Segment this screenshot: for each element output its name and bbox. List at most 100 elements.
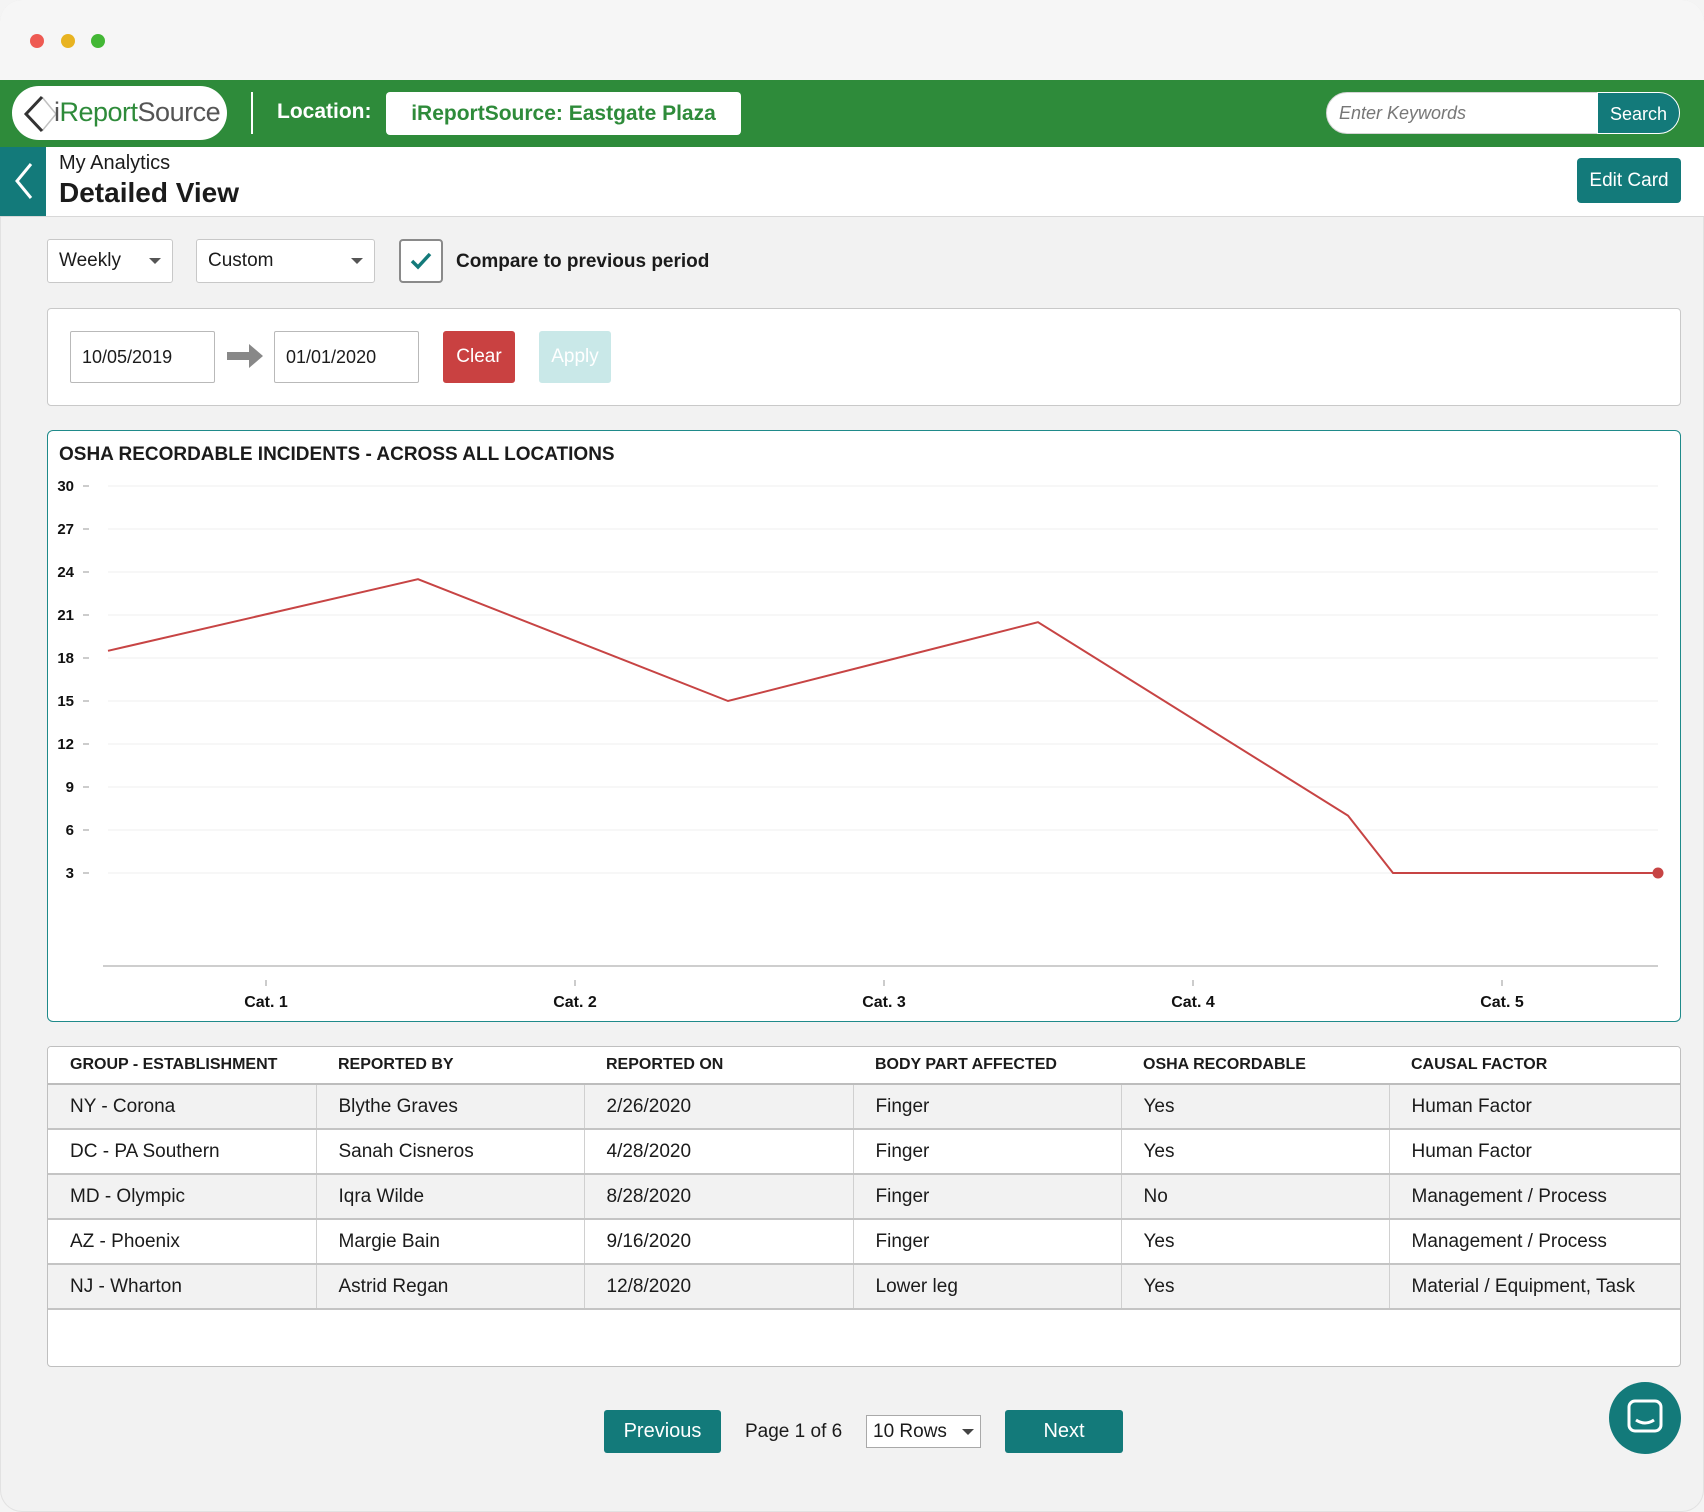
chevron-down-icon [351, 258, 363, 264]
table-cell: Finger [853, 1129, 1122, 1175]
range-select-value: Custom [208, 250, 274, 271]
table-cell: MD - Olympic [48, 1174, 317, 1220]
table-cell: 4/28/2020 [584, 1129, 854, 1175]
table-cell: Margie Bain [316, 1219, 585, 1265]
date-range-panel: 10/05/2019 01/01/2020 Clear Apply [47, 308, 1681, 406]
chat-button[interactable] [1609, 1382, 1681, 1454]
y-tick-label: 24 [57, 564, 74, 581]
back-button[interactable] [0, 147, 46, 216]
y-tick-label: 30 [57, 478, 74, 495]
line-chart: 30 27 24 21 18 15 12 9 6 3 Cat. 1 Cat. 2 Cat. 3 Cat. … [57, 478, 1664, 1011]
y-tick-label: 21 [57, 607, 74, 624]
data-point [1652, 867, 1664, 879]
location-label: Location: [277, 100, 372, 123]
table-row[interactable]: NJ - Wharton Astrid Regan 12/8/2020 Lower l… [48, 1264, 1680, 1310]
page-header: My Analytics Detailed View Edit Card [0, 147, 1704, 217]
column-header[interactable]: REPORTED ON [584, 1047, 853, 1085]
series-line [107, 578, 1658, 874]
table-cell: Human Factor [1389, 1129, 1680, 1175]
maximize-window-button[interactable] [91, 34, 105, 48]
table-cell: Yes [1121, 1264, 1390, 1310]
table-cell: Management / Process [1389, 1219, 1680, 1265]
y-tick-label: 18 [57, 650, 74, 667]
page-title: Detailed View [59, 177, 240, 208]
breadcrumb[interactable]: My Analytics [59, 152, 171, 174]
table-row[interactable]: DC - PA Southern Sanah Cisneros 4/28/2020 F… [48, 1129, 1680, 1175]
period-select-value: Weekly [59, 250, 121, 271]
table-cell: Lower leg [853, 1264, 1122, 1310]
logo[interactable]: iReportSource [12, 86, 227, 140]
table-cell: Finger [853, 1219, 1122, 1265]
table-cell: 9/16/2020 [584, 1219, 854, 1265]
y-tick-label: 9 [66, 779, 74, 796]
arrow-right-icon [227, 344, 263, 368]
table-cell: Blythe Graves [316, 1084, 585, 1130]
rows-per-page-select[interactable]: 10 Rows [866, 1415, 981, 1448]
chevron-down-icon [962, 1429, 974, 1435]
close-window-button[interactable] [30, 34, 44, 48]
search-button[interactable]: Search [1597, 92, 1680, 134]
next-button[interactable]: Next [1005, 1410, 1123, 1453]
table-cell: NY - Corona [48, 1084, 317, 1130]
table-cell: No [1121, 1174, 1390, 1220]
chart-card: OSHA RECORDABLE INCIDENTS - ACROSS ALL L… [47, 430, 1681, 1022]
x-tick-label: Cat. 5 [1480, 994, 1524, 1011]
y-tick-label: 3 [66, 865, 74, 882]
chevron-down-icon [149, 258, 161, 264]
start-date-input[interactable]: 10/05/2019 [70, 331, 215, 383]
column-header[interactable]: CAUSAL FACTOR [1389, 1047, 1680, 1085]
minimize-window-button[interactable] [61, 34, 75, 48]
chart-title: OSHA RECORDABLE INCIDENTS - ACROSS ALL L… [59, 444, 615, 465]
column-header[interactable]: OSHA RECORDABLE [1121, 1047, 1389, 1085]
apply-button[interactable]: Apply [539, 331, 611, 383]
table-row[interactable]: NY - Corona Blythe Graves 2/26/2020 Finger Y… [48, 1084, 1680, 1130]
table-cell: Sanah Cisneros [316, 1129, 585, 1175]
table-cell: NJ - Wharton [48, 1264, 317, 1310]
table-cell: AZ - Phoenix [48, 1219, 317, 1265]
chat-icon [1627, 1399, 1663, 1433]
table-cell: Finger [853, 1174, 1122, 1220]
table-header-row: GROUP - ESTABLISHMENT REPORTED BY REPORTED… [48, 1047, 1680, 1085]
period-select[interactable]: Weekly [47, 239, 173, 283]
search-input[interactable]: Enter Keywords [1326, 92, 1598, 134]
table-cell: DC - PA Southern [48, 1129, 317, 1175]
rows-per-page-value: 10 Rows [873, 1421, 947, 1442]
table-cell: Material / Equipment, Task [1389, 1264, 1680, 1310]
y-tick-label: 6 [66, 822, 74, 839]
header-divider [251, 92, 253, 134]
table-body: NY - Corona Blythe Graves 2/26/2020 Finger Y… [48, 1084, 1680, 1310]
table-cell: 2/26/2020 [584, 1084, 854, 1130]
location-selector[interactable]: iReportSource: Eastgate Plaza [386, 92, 741, 135]
previous-button[interactable]: Previous [604, 1410, 721, 1453]
table-row[interactable]: MD - Olympic Iqra Wilde 8/28/2020 Finger No M… [48, 1174, 1680, 1220]
column-header[interactable]: BODY PART AFFECTED [853, 1047, 1121, 1085]
range-select[interactable]: Custom [196, 239, 375, 283]
table-cell: Management / Process [1389, 1174, 1680, 1220]
x-tick-label: Cat. 4 [1171, 994, 1215, 1011]
column-header[interactable]: REPORTED BY [316, 1047, 584, 1085]
logo-diamond-icon [23, 95, 57, 133]
table-cell: 8/28/2020 [584, 1174, 854, 1220]
back-chevron-icon [15, 163, 33, 199]
checkmark-icon [410, 252, 432, 270]
logo-text: iReportSource [54, 97, 221, 127]
table-cell: Astrid Regan [316, 1264, 585, 1310]
column-header[interactable]: GROUP - ESTABLISHMENT [48, 1047, 316, 1085]
table-cell: Yes [1121, 1219, 1390, 1265]
compare-checkbox[interactable] [399, 239, 443, 283]
x-tick-label: Cat. 2 [553, 994, 597, 1011]
edit-card-button[interactable]: Edit Card [1577, 158, 1681, 203]
y-tick-label: 12 [57, 736, 74, 753]
compare-label: Compare to previous period [456, 251, 710, 272]
y-tick-label: 15 [57, 693, 74, 710]
y-tick-label: 27 [57, 521, 74, 538]
table-cell: Finger [853, 1084, 1122, 1130]
table-row[interactable]: AZ - Phoenix Margie Bain 9/16/2020 Finger Ye… [48, 1219, 1680, 1265]
end-date-input[interactable]: 01/01/2020 [274, 331, 419, 383]
table-cell: Iqra Wilde [316, 1174, 585, 1220]
table-cell: Yes [1121, 1129, 1390, 1175]
clear-button[interactable]: Clear [443, 331, 515, 383]
incidents-table: GROUP - ESTABLISHMENT REPORTED BY REPORTED… [47, 1046, 1681, 1367]
x-tick-label: Cat. 3 [862, 994, 906, 1011]
